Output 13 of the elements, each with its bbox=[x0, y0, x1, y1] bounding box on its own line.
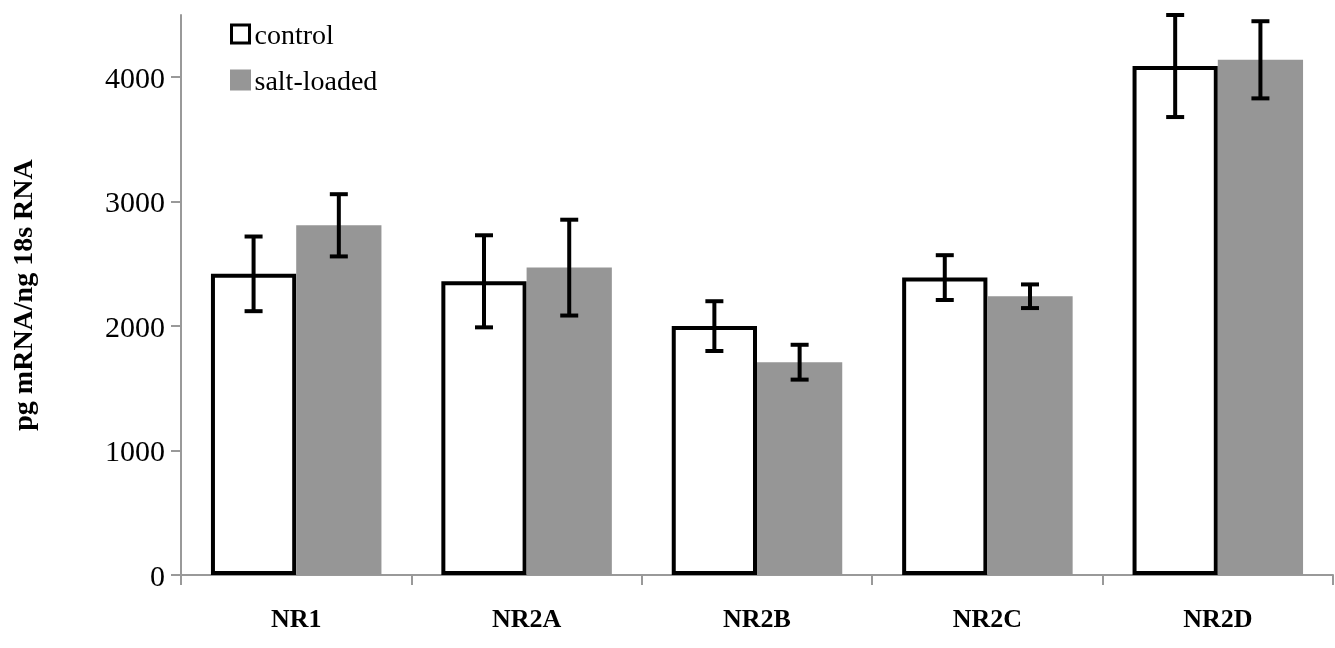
x-tick-label: NR2B bbox=[723, 603, 791, 633]
x-tick-label: NR2A bbox=[491, 603, 562, 633]
y-axis-title: pg mRNA/ng 18s RNA bbox=[6, 158, 38, 431]
legend-label: control bbox=[254, 18, 335, 50]
y-tick-label: 4000 bbox=[105, 60, 165, 94]
x-tick-label: NR2C bbox=[952, 603, 1023, 633]
x-tick-label: NR2D bbox=[1183, 603, 1253, 633]
y-tick-label: 1000 bbox=[105, 434, 165, 468]
y-tick-label: 3000 bbox=[105, 185, 165, 219]
y-tick-label: 2000 bbox=[105, 309, 165, 343]
x-tick-label: NR1 bbox=[270, 603, 322, 633]
legend-label: salt-loaded bbox=[254, 64, 378, 96]
y-tick-label: 0 bbox=[150, 558, 165, 592]
